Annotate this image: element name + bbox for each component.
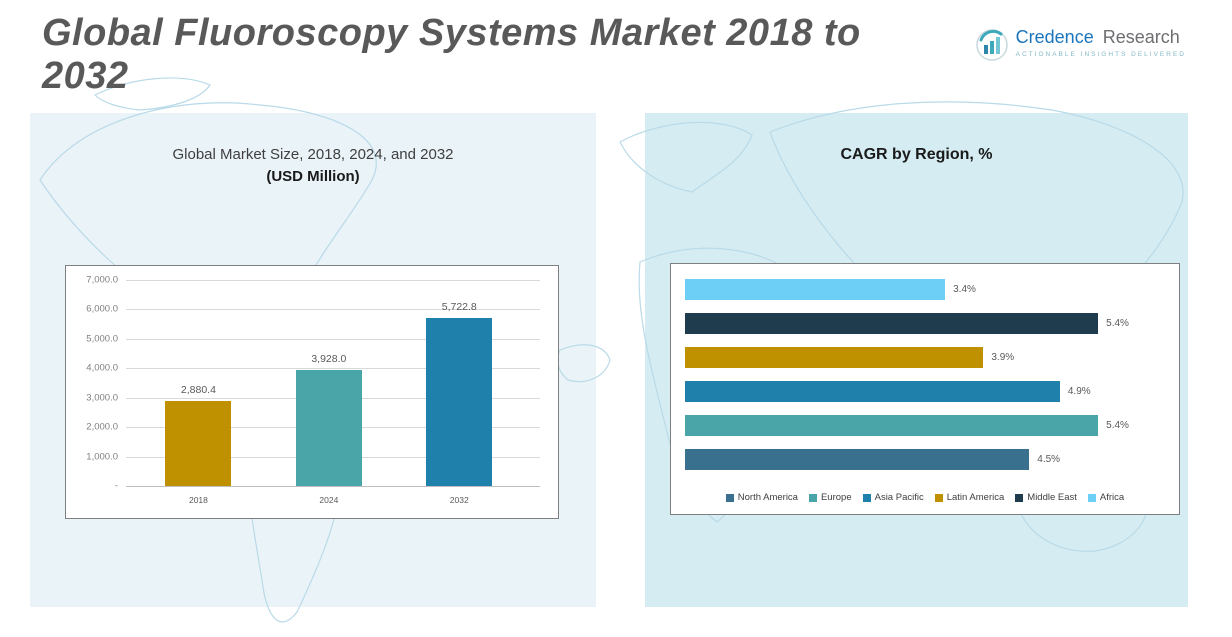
legend-label: Africa bbox=[1099, 492, 1125, 503]
legend-item-middle-east: Middle East bbox=[1015, 492, 1077, 503]
brand-tagline: Actionable Insights Delivered bbox=[1015, 50, 1186, 58]
x-axis-label: 2032 bbox=[449, 495, 469, 505]
legend-swatch bbox=[1015, 493, 1024, 502]
gridline bbox=[126, 486, 540, 487]
left-chart-title-line2: (USD Million) bbox=[266, 168, 360, 185]
company-logo: Credence Research Actionable Insights De… bbox=[975, 27, 1186, 62]
legend-swatch bbox=[862, 493, 871, 502]
bar-value-label: 3.4% bbox=[953, 283, 976, 295]
bar-asia-pacific bbox=[685, 380, 1060, 402]
legend-item-latin-america: Latin America bbox=[934, 492, 1005, 503]
y-axis-label: 3,000.0 bbox=[86, 392, 118, 404]
cagr-legend: North America Europe Asia Pacific Latin Ame… bbox=[671, 492, 1179, 503]
market-size-chart: 7,000.0 6,000.0 5,000.0 4,000.0 3,000.0 2,000… bbox=[65, 265, 559, 519]
bar-europe bbox=[685, 414, 1099, 436]
bar-row-latin-america: 3.9% bbox=[685, 346, 1167, 368]
bar-value-label: 5.4% bbox=[1106, 419, 1129, 431]
bar-row-north-america: 4.5% bbox=[685, 448, 1167, 470]
bar-north-america bbox=[685, 448, 1030, 470]
bar-group-2018: 2,880.4 2018 bbox=[165, 280, 232, 505]
legend-label: Asia Pacific bbox=[874, 492, 924, 503]
left-chart-title: Global Market Size, 2018, 2024, and 2032… bbox=[30, 146, 596, 185]
x-axis-label: 2018 bbox=[188, 495, 208, 505]
cagr-bars: 3.4% 5.4% 3.9% 4.9% 5.4% 4.5% bbox=[685, 278, 1167, 470]
brand-name-primary: Credence bbox=[1015, 27, 1094, 47]
bar-value-label: 2,880.4 bbox=[180, 384, 216, 397]
page-title: Global Fluoroscopy Systems Market 2018 t… bbox=[42, 12, 861, 97]
y-axis-label: 4,000.0 bbox=[86, 362, 118, 374]
brand-name-secondary: Research bbox=[1102, 27, 1180, 47]
bar-value-label: 5,722.8 bbox=[441, 300, 477, 313]
cagr-chart: 3.4% 5.4% 3.9% 4.9% 5.4% 4.5% North America Eu… bbox=[670, 263, 1180, 515]
bar-value-label: 3.9% bbox=[991, 351, 1015, 363]
bar-group-2032: 5,722.8 2032 bbox=[426, 280, 493, 505]
bar-middle-east bbox=[685, 312, 1099, 334]
y-axis-label: 2,000.0 bbox=[86, 421, 118, 433]
legend-swatch bbox=[1087, 493, 1096, 502]
bar-row-europe: 5.4% bbox=[685, 414, 1167, 436]
market-size-plot: 7,000.0 6,000.0 5,000.0 4,000.0 3,000.0 2,000… bbox=[86, 275, 540, 505]
legend-item-asia-pacific: Asia Pacific bbox=[862, 492, 924, 503]
bar-group-2024: 3,928.0 2024 bbox=[295, 280, 362, 505]
bar-value-label: 3,928.0 bbox=[311, 353, 347, 366]
legend-label: Europe bbox=[820, 492, 852, 503]
logo-text: Credence Research Actionable Insights De… bbox=[1015, 27, 1186, 58]
y-axis-label: 6,000.0 bbox=[86, 303, 118, 315]
y-axis-label: 1,000.0 bbox=[86, 451, 118, 463]
bar-africa bbox=[685, 278, 946, 300]
legend-item-africa: Africa bbox=[1087, 492, 1125, 503]
legend-label: Latin America bbox=[946, 492, 1005, 503]
bar-value-label: 4.9% bbox=[1067, 385, 1091, 397]
logo-bar-chart-icon bbox=[975, 29, 1008, 61]
y-axis-label: - bbox=[114, 480, 118, 492]
right-chart-title: CAGR by Region, % bbox=[840, 146, 993, 163]
y-axis-label: 7,000.0 bbox=[86, 274, 118, 286]
left-chart-title-line1: Global Market Size, 2018, 2024, and 2032 bbox=[172, 146, 454, 163]
legend-label: Middle East bbox=[1027, 492, 1077, 503]
bar-row-asia-pacific: 4.9% bbox=[685, 380, 1167, 402]
bar-value-label: 5.4% bbox=[1106, 317, 1129, 329]
brand-name: Credence Research bbox=[1015, 27, 1186, 48]
legend-label: North America bbox=[737, 492, 798, 503]
bar-row-africa: 3.4% bbox=[685, 278, 1167, 300]
bar-2024 bbox=[295, 370, 362, 486]
bar-row-middle-east: 5.4% bbox=[685, 312, 1167, 334]
legend-swatch bbox=[934, 493, 943, 502]
y-axis-label: 5,000.0 bbox=[86, 333, 118, 345]
bar-latin-america bbox=[685, 346, 984, 368]
bar-2032 bbox=[426, 317, 493, 486]
legend-swatch bbox=[725, 493, 734, 502]
x-axis-label: 2024 bbox=[319, 495, 339, 505]
legend-item-north-america: North America bbox=[725, 492, 798, 503]
bar-value-label: 4.5% bbox=[1037, 453, 1061, 465]
legend-item-europe: Europe bbox=[808, 492, 852, 503]
bar-2018 bbox=[165, 401, 232, 486]
legend-swatch bbox=[808, 493, 817, 502]
